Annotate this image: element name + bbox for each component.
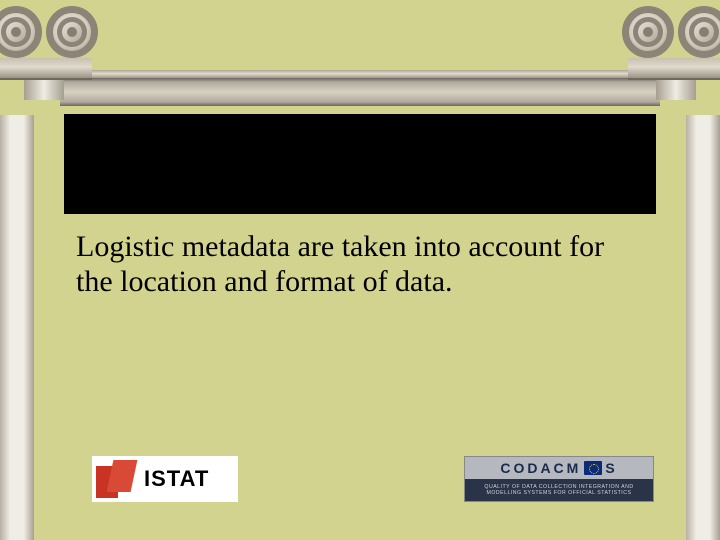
ionic-capital-left	[0, 0, 100, 100]
istat-mark-icon	[92, 456, 140, 502]
codacmos-brand-suffix: S	[605, 460, 617, 476]
istat-logo-text: ISTAT	[144, 466, 209, 492]
slide-body: Logistic metadata are taken into account…	[76, 230, 644, 299]
ionic-capital-right	[620, 0, 720, 100]
eu-flag-icon	[584, 461, 602, 475]
entablature	[0, 0, 720, 115]
slide-title: The metadata model considers the main st…	[48, 118, 672, 182]
left-column	[0, 96, 34, 540]
codacmos-subtitle: QUALITY OF DATA COLLECTION INTEGRATION A…	[465, 479, 653, 501]
codacmos-logo: CODACM S QUALITY OF DATA COLLECTION INTE…	[464, 456, 654, 502]
right-column	[686, 96, 720, 540]
istat-logo: ISTAT	[92, 456, 238, 502]
codacmos-brand: CODACM	[500, 460, 581, 476]
